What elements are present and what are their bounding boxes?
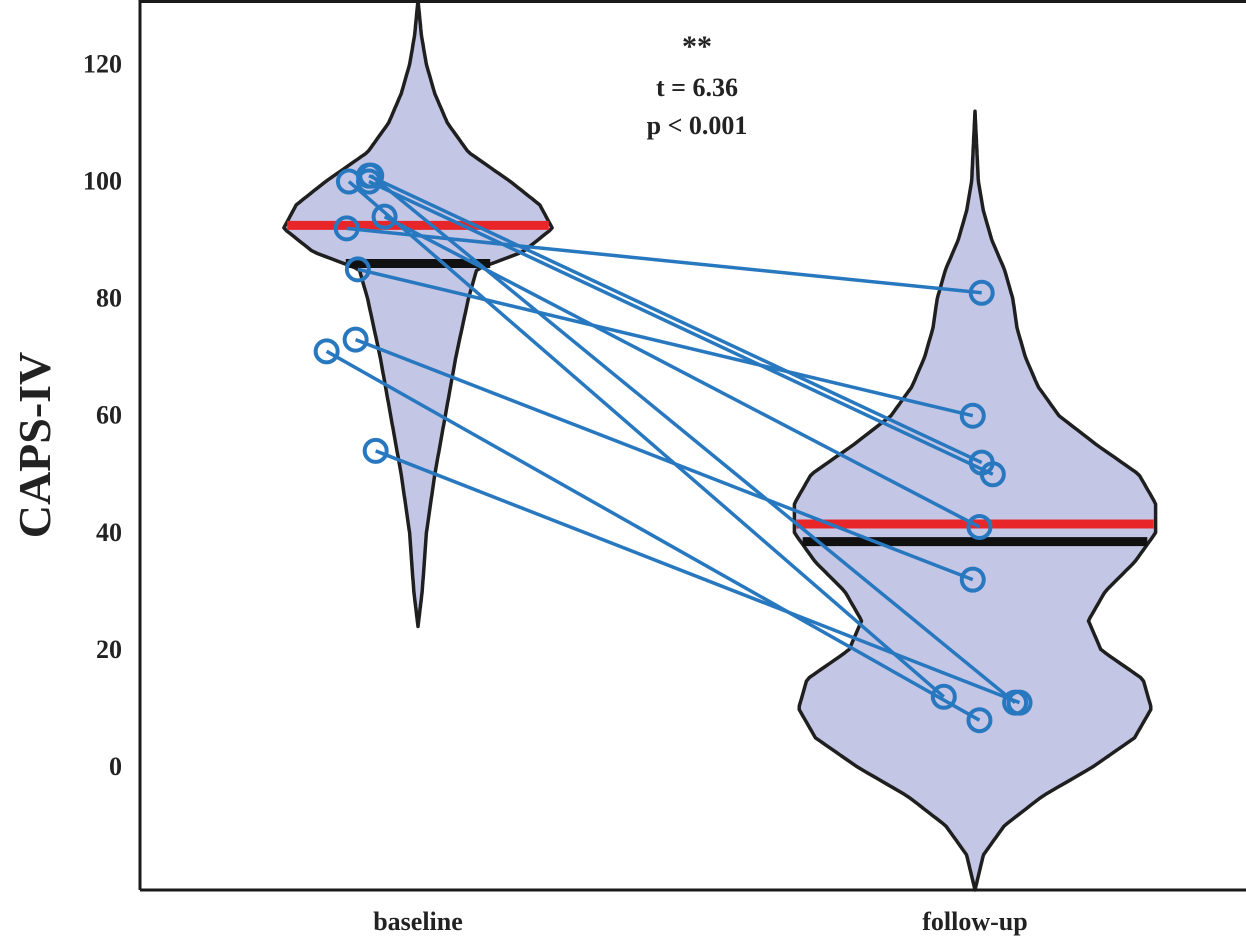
- labels-layer: 0 20 40 60 80 100 120 baseline follow-up CAPS-IV *…: [9, 30, 1028, 936]
- pair-line-9: [375, 449, 1021, 705]
- baseline-point-4: [333, 215, 360, 242]
- followup-point-1: [930, 683, 957, 710]
- x-tick-label-baseline: baseline: [373, 907, 463, 936]
- paired-lines-layer: [325, 174, 1021, 722]
- followup-point-6: [959, 402, 986, 429]
- p-value: p < 0.001: [647, 111, 748, 140]
- baseline-point-6: [344, 256, 371, 283]
- y-tick-label-120: 120: [83, 49, 122, 78]
- followup-point-8: [959, 566, 986, 593]
- baseline-point-7: [313, 338, 340, 365]
- t-statistic: t = 6.36: [656, 73, 738, 102]
- y-tick-label-60: 60: [96, 401, 122, 430]
- followup-point-5: [966, 513, 993, 540]
- pair-line-6: [357, 267, 974, 418]
- followup-point-4: [968, 279, 995, 306]
- axes-layer: [138, 0, 1246, 892]
- baseline-point-8: [342, 326, 369, 353]
- y-tick-label-0: 0: [109, 752, 122, 781]
- baseline-point-9: [362, 437, 389, 464]
- x-tick-label-follow-up: follow-up: [922, 907, 1027, 936]
- paired-points-layer: [313, 162, 1033, 734]
- followup-point-10: [1002, 689, 1029, 716]
- pair-line-10: [370, 174, 1017, 704]
- pair-line-2: [368, 174, 983, 465]
- baseline-point-5: [371, 203, 398, 230]
- pair-line-1: [347, 180, 945, 699]
- y-tick-label-40: 40: [96, 518, 122, 547]
- y-tick-label-20: 20: [96, 635, 122, 664]
- pair-line-8: [354, 337, 974, 582]
- pair-line-4: [346, 226, 982, 295]
- y-tick-label-80: 80: [96, 284, 122, 313]
- violin-follow-up: [792, 109, 1158, 892]
- significance-stars: **: [682, 30, 712, 63]
- y-tick-label-100: 100: [83, 167, 122, 196]
- y-axis-label: CAPS-IV: [9, 352, 60, 539]
- followup-point-7: [966, 707, 993, 734]
- baseline-point-10: [358, 162, 385, 189]
- pair-line-7: [325, 349, 981, 722]
- followup-point-3: [979, 461, 1006, 488]
- pair-line-3: [368, 179, 994, 476]
